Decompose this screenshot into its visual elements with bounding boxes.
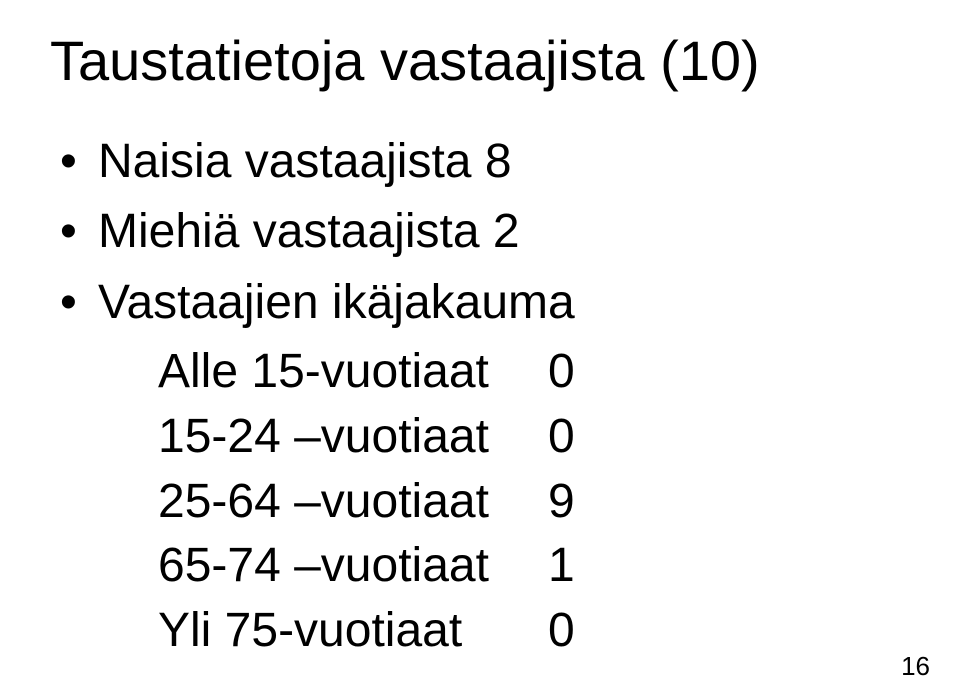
age-row: 65-74 –vuotiaat 1 <box>158 534 910 599</box>
page-number: 16 <box>901 651 930 682</box>
bullet-text: Vastaajien ikäjakauma <box>98 276 575 329</box>
bullet-text: Naisia vastaajista 8 <box>98 135 512 188</box>
age-row: 15-24 –vuotiaat 0 <box>158 405 910 470</box>
slide-title: Taustatietoja vastaajista (10) <box>50 30 910 92</box>
bullet-item: Vastaajien ikäjakauma Alle 15-vuotiaat 0… <box>60 271 910 664</box>
bullet-text: Miehiä vastaajista 2 <box>98 205 520 258</box>
age-row: Yli 75-vuotiaat 0 <box>158 599 910 664</box>
age-value: 9 <box>548 470 575 535</box>
age-value: 0 <box>548 340 575 405</box>
age-label: 65-74 –vuotiaat <box>158 534 548 599</box>
age-value: 1 <box>548 534 575 599</box>
age-label: Yli 75-vuotiaat <box>158 599 548 664</box>
age-value: 0 <box>548 405 575 470</box>
age-row: Alle 15-vuotiaat 0 <box>158 340 910 405</box>
age-value: 0 <box>548 599 575 664</box>
age-label: Alle 15-vuotiaat <box>158 340 548 405</box>
bullet-item: Naisia vastaajista 8 <box>60 130 910 195</box>
age-label: 25-64 –vuotiaat <box>158 470 548 535</box>
bullet-item: Miehiä vastaajista 2 <box>60 200 910 265</box>
age-row: 25-64 –vuotiaat 9 <box>158 470 910 535</box>
age-breakdown-list: Alle 15-vuotiaat 0 15-24 –vuotiaat 0 25-… <box>158 340 910 664</box>
age-label: 15-24 –vuotiaat <box>158 405 548 470</box>
bullet-list: Naisia vastaajista 8 Miehiä vastaajista … <box>60 130 910 664</box>
slide: Taustatietoja vastaajista (10) Naisia va… <box>0 0 960 700</box>
